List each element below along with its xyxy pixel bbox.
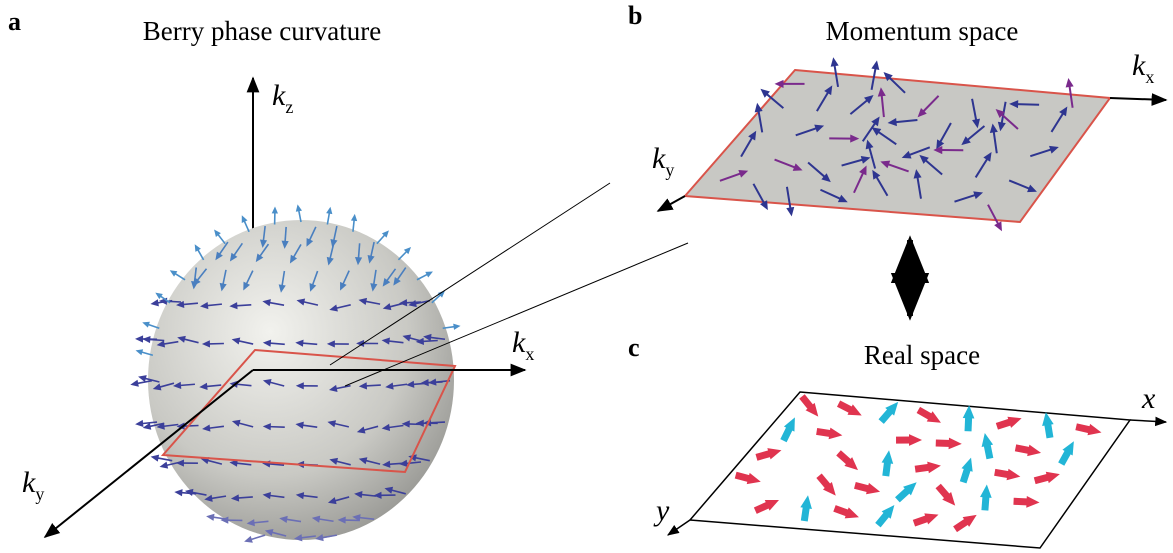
arrow-head xyxy=(142,336,150,343)
axis-label: y xyxy=(653,494,670,527)
arrow-shaft xyxy=(244,220,249,231)
arrow-shaft xyxy=(285,227,286,243)
arrow-head xyxy=(174,489,182,496)
axis-label: kx xyxy=(512,326,534,364)
arrow-head xyxy=(136,349,144,355)
arrow-shaft xyxy=(1016,104,1039,105)
arrow-head xyxy=(296,204,302,211)
panel-label: b xyxy=(628,1,642,30)
arrow-shaft xyxy=(197,249,203,260)
arrow-shaft xyxy=(236,305,252,306)
arrow-head xyxy=(326,207,332,214)
arrow-shaft xyxy=(175,273,186,280)
panel-title: Real space xyxy=(864,340,980,370)
arrow-shaft xyxy=(269,427,285,428)
arrow-shaft xyxy=(327,212,329,224)
axis-label: kz xyxy=(272,79,293,117)
y-axis xyxy=(668,520,690,535)
arrow-head xyxy=(453,324,460,330)
arrow-head xyxy=(138,375,147,382)
arrow-shaft xyxy=(149,339,165,340)
axis-label: ky xyxy=(652,142,674,180)
arrow-head xyxy=(130,380,139,387)
panel-title: Berry phase curvature xyxy=(143,16,381,46)
arrow-head xyxy=(150,299,158,306)
x-axis xyxy=(1130,420,1166,422)
arrow-head xyxy=(351,214,357,221)
real-plane xyxy=(690,392,1130,548)
arrow-head xyxy=(160,462,169,469)
arrow-head xyxy=(1066,78,1074,87)
panel-title: Momentum space xyxy=(826,16,1019,46)
panel-label: a xyxy=(8,7,21,36)
arrow-head xyxy=(871,60,879,70)
arrow-head xyxy=(244,536,253,543)
arrow-head xyxy=(151,455,160,462)
arrow-head xyxy=(155,293,163,300)
axis-label: kx xyxy=(1132,49,1154,87)
arrow-shaft xyxy=(365,385,381,386)
axis-label: ky xyxy=(22,466,44,504)
arrow-shaft xyxy=(218,234,226,244)
arrow-head xyxy=(142,322,150,328)
arrow-head xyxy=(786,207,794,217)
arrow-head xyxy=(206,514,214,521)
arrow-shaft xyxy=(250,535,265,540)
kx-axis xyxy=(1110,98,1166,100)
arrow-shaft xyxy=(398,251,407,260)
arrow-shaft xyxy=(429,422,445,423)
arrow-head xyxy=(272,206,278,213)
arrow-head xyxy=(135,335,143,342)
figure: a Berry phase curvature kz kx ky b Momen… xyxy=(0,0,1173,553)
momentum-plane xyxy=(685,70,1110,222)
arrow-shaft xyxy=(417,274,428,280)
arrow-shaft xyxy=(377,235,385,244)
axis-label: x xyxy=(1141,382,1156,415)
arrow-head xyxy=(135,420,143,427)
panel-label: c xyxy=(628,333,640,362)
arrow-head xyxy=(831,57,839,67)
arrow-head xyxy=(775,80,784,88)
ky-axis xyxy=(658,196,685,211)
